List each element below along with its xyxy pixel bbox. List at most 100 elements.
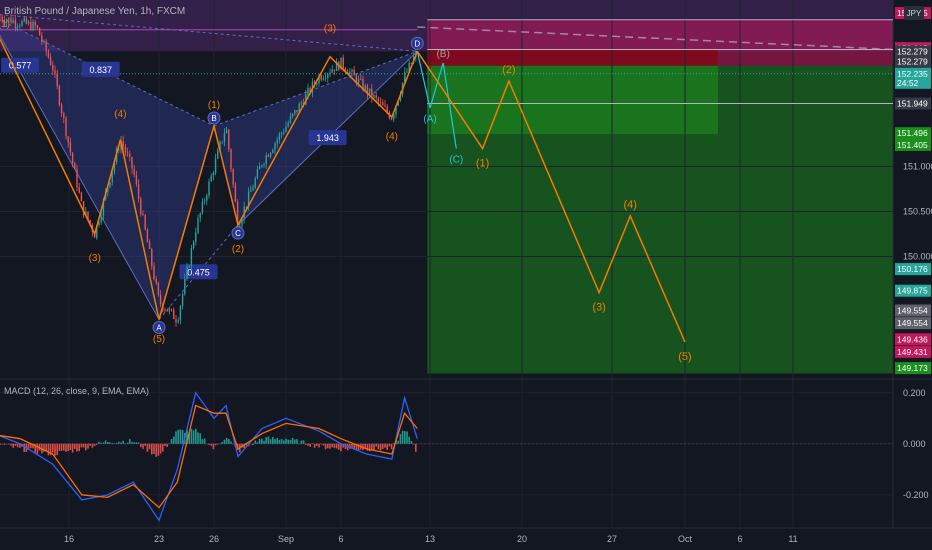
macd-histogram-bar-143 — [313, 443, 316, 448]
harmonic-point-marker-2 — [152, 321, 166, 334]
macd-histogram-bar-44 — [96, 443, 98, 445]
candle-body-162 — [355, 75, 358, 84]
macd-histogram-bar-49 — [107, 442, 109, 444]
candle-body-91 — [199, 213, 201, 219]
macd-histogram-bar-157 — [344, 443, 347, 449]
macd-histogram-bar-169 — [371, 443, 373, 451]
candle-body-108 — [236, 201, 239, 228]
candle-body-86 — [188, 265, 190, 268]
candle-body-1 — [1, 17, 3, 21]
candle-body-107 — [234, 184, 237, 202]
candle-body-17 — [36, 25, 39, 28]
candle-body-166 — [364, 85, 366, 90]
macd-histogram-bar-137 — [300, 440, 303, 444]
candle-body-141 — [309, 87, 311, 93]
macd-histogram-bar-134 — [294, 439, 296, 444]
candle-body-129 — [283, 131, 285, 133]
candle-body-41 — [89, 219, 91, 225]
macd-histogram-bar-168 — [368, 443, 371, 452]
macd-histogram-bar-92 — [201, 439, 204, 444]
macd-histogram-bar-16 — [34, 443, 36, 453]
candle-body-40 — [87, 211, 89, 220]
candle-body-110 — [241, 218, 243, 226]
harmonic-point-marker-1 — [231, 226, 245, 240]
macd-histogram-bar-171 — [375, 443, 377, 447]
ratio-label-box-3 — [179, 264, 218, 280]
macd-histogram-bar-95 — [208, 443, 210, 445]
candle-body-21 — [45, 40, 47, 52]
candle-body-164 — [360, 78, 362, 80]
macd-histogram-bar-53 — [115, 442, 118, 444]
candle-body-24 — [52, 65, 54, 71]
candle-body-50 — [109, 182, 111, 188]
y-tick-label-2: 150.000 — [903, 252, 932, 262]
macd-histogram-bar-102 — [223, 439, 226, 444]
macd-histogram-bar-48 — [104, 440, 107, 444]
candle-body-94 — [206, 195, 208, 201]
price-tag-label-4: 152.235 — [897, 69, 928, 79]
candle-body-114 — [250, 190, 252, 192]
macd-histogram-bar-14 — [30, 443, 32, 449]
macd-histogram-bar-179 — [393, 443, 395, 444]
x-tick-label-0: 16 — [64, 534, 74, 544]
macd-histogram-bar-51 — [111, 443, 113, 444]
macd-histogram-bar-26 — [56, 443, 58, 456]
candle-body-133 — [291, 113, 294, 117]
macd-histogram-bar-45 — [98, 441, 100, 444]
candle-body-52 — [113, 162, 116, 172]
candle-body-13 — [27, 21, 30, 24]
candle-body-85 — [186, 267, 188, 279]
macd-histogram-bar-78 — [170, 438, 173, 444]
macd-histogram-bar-148 — [324, 443, 327, 450]
macd-histogram-bar-135 — [296, 439, 298, 444]
macd-histogram-bar-154 — [338, 443, 340, 450]
ratio-label-2: 1.943 — [316, 133, 339, 143]
macd-histogram-bar-47 — [102, 442, 105, 444]
candle-body-37 — [80, 192, 83, 202]
candle-body-122 — [267, 155, 270, 157]
macd-histogram-bar-20 — [43, 443, 45, 452]
currency-badge[interactable] — [904, 6, 924, 20]
candle-body-105 — [230, 149, 232, 170]
past-wave-line — [0, 37, 418, 320]
candle-body-87 — [190, 248, 193, 266]
candle-body-144 — [316, 83, 318, 85]
macd-histogram-bar-126 — [276, 438, 278, 444]
macd-histogram-bar-170 — [373, 443, 375, 451]
candle-body-22 — [47, 51, 50, 58]
candle-body-98 — [214, 158, 217, 173]
past-wave-label-0: (1) — [0, 19, 10, 30]
candle-body-12 — [25, 18, 28, 24]
macd-histogram-bar-15 — [32, 443, 34, 449]
macd-histogram-bar-155 — [340, 443, 342, 452]
candle-body-173 — [379, 102, 382, 103]
candle-body-14 — [30, 21, 32, 30]
macd-histogram-bar-88 — [192, 430, 195, 444]
macd-histogram-bar-111 — [243, 443, 245, 449]
macd-histogram-bar-156 — [342, 443, 344, 448]
x-tick-label-1: 23 — [154, 534, 164, 544]
macd-histogram-bar-86 — [188, 432, 190, 444]
candle-body-6 — [12, 19, 14, 23]
macd-histogram-bar-83 — [181, 430, 184, 444]
candle-body-115 — [252, 187, 254, 191]
target-zone-inner — [427, 65, 718, 135]
macd-histogram-bar-73 — [159, 443, 162, 454]
candle-body-49 — [107, 187, 109, 192]
candle-body-112 — [245, 206, 248, 208]
candle-body-15 — [32, 21, 34, 30]
candle-body-80 — [175, 319, 177, 323]
candle-body-127 — [278, 134, 281, 140]
macd-histogram-bar-151 — [331, 443, 333, 448]
candle-body-136 — [298, 103, 300, 112]
macd-histogram-bar-186 — [408, 436, 410, 444]
ratio-label-3: 0.475 — [187, 267, 210, 277]
candle-body-126 — [276, 139, 278, 144]
candle-body-180 — [395, 105, 397, 115]
macd-histogram-bar-7 — [14, 443, 17, 446]
macd-histogram-bar-142 — [311, 443, 314, 444]
macd-histogram-bar-176 — [386, 443, 388, 451]
macd-histogram-bar-175 — [384, 443, 386, 448]
macd-histogram-bar-140 — [307, 443, 309, 446]
